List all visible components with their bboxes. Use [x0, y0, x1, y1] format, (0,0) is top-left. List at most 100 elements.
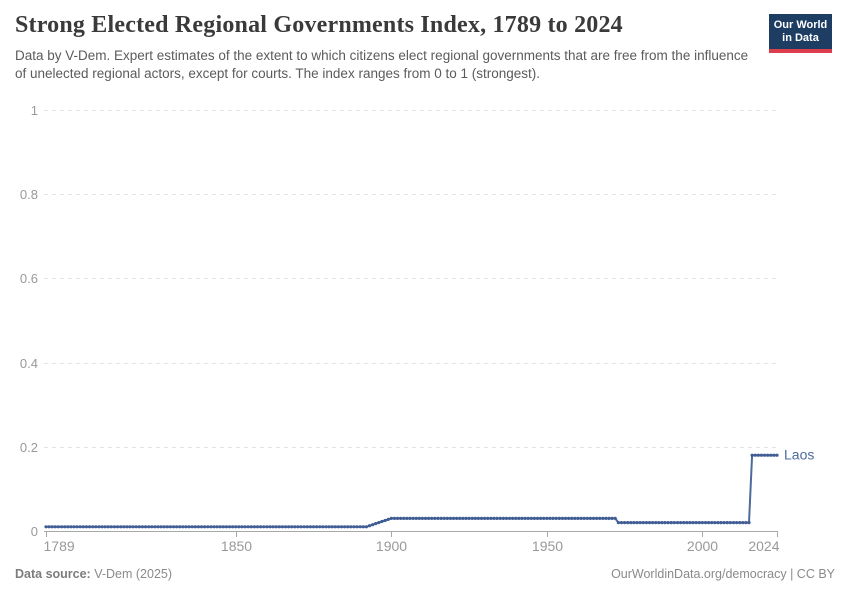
data-point: [703, 521, 708, 525]
data-point: [576, 516, 580, 521]
data-point: [666, 521, 670, 525]
data-point: [330, 525, 334, 529]
data-point: [283, 525, 288, 529]
data-point: [629, 521, 633, 525]
data-point: [336, 525, 340, 529]
data-point: [685, 521, 689, 525]
data-point: [50, 525, 54, 529]
data-point: [150, 525, 154, 529]
data-point: [44, 525, 48, 529]
data-point: [321, 525, 325, 529]
data-point: [570, 516, 574, 521]
data-point: [626, 521, 630, 525]
data-point: [361, 525, 365, 529]
data-point: [339, 525, 344, 529]
data-point: [716, 521, 720, 525]
data-source-value: V-Dem (2025): [90, 567, 173, 581]
data-point: [679, 521, 683, 525]
data-point: [162, 525, 166, 529]
data-point: [738, 521, 742, 525]
data-point: [128, 525, 132, 529]
x-axis-tick-label: 2000: [687, 538, 718, 554]
data-point: [545, 516, 549, 521]
chart-header: Strong Elected Regional Governments Inde…: [15, 10, 755, 83]
data-point: [532, 516, 537, 521]
data-point: [333, 525, 337, 529]
data-point: [165, 525, 169, 529]
data-point: [190, 525, 194, 529]
data-point: [271, 525, 275, 529]
y-axis-tick-label: 0.8: [20, 187, 38, 202]
owid-logo-line1: Our World: [773, 19, 828, 31]
data-point: [408, 516, 412, 521]
data-point: [417, 516, 421, 521]
data-point: [476, 516, 480, 521]
data-point: [243, 525, 247, 529]
data-point: [252, 525, 256, 529]
data-point: [523, 516, 527, 521]
data-point: [302, 525, 306, 529]
data-point: [651, 521, 655, 525]
data-point: [352, 525, 356, 529]
data-point: [209, 525, 213, 529]
data-point: [775, 453, 779, 457]
data-point: [731, 521, 736, 525]
data-point: [395, 516, 400, 521]
data-point: [81, 525, 85, 529]
data-point: [616, 521, 621, 525]
data-point: [106, 525, 110, 529]
data-point: [498, 516, 502, 521]
data-point: [763, 453, 767, 457]
data-point: [56, 525, 61, 529]
credit-link[interactable]: OurWorldinData.org/democracy | CC BY: [611, 567, 835, 581]
data-point: [507, 516, 512, 521]
owid-logo[interactable]: Our World in Data: [769, 14, 832, 53]
y-axis-tick-label: 0.6: [20, 271, 38, 286]
data-point: [140, 525, 144, 529]
data-point: [638, 521, 642, 525]
data-point: [290, 525, 294, 529]
data-point: [305, 525, 309, 529]
data-point: [420, 516, 424, 521]
data-point: [78, 525, 82, 529]
data-point: [221, 525, 225, 529]
data-point: [451, 516, 456, 521]
x-axis-tick-label: 1900: [376, 538, 407, 554]
data-point: [193, 525, 197, 529]
data-point: [529, 516, 533, 521]
data-point: [405, 516, 409, 521]
data-point: [455, 516, 459, 521]
data-point: [60, 525, 64, 529]
data-line-laos[interactable]: [46, 454, 777, 528]
data-point: [262, 525, 266, 529]
data-point: [595, 516, 599, 521]
data-point: [647, 521, 652, 525]
data-point: [389, 516, 393, 521]
data-point: [184, 525, 188, 529]
data-point: [423, 516, 428, 521]
data-point: [669, 521, 673, 525]
data-point: [119, 525, 123, 529]
data-point: [346, 525, 350, 529]
data-point: [436, 516, 440, 521]
data-point: [610, 516, 614, 521]
data-point: [613, 516, 617, 521]
data-point: [268, 525, 272, 529]
data-point: [461, 516, 465, 521]
data-point: [427, 516, 431, 521]
data-point: [657, 521, 661, 525]
data-point: [660, 521, 664, 525]
data-point: [171, 525, 176, 529]
data-point: [131, 525, 135, 529]
data-point: [473, 516, 477, 521]
data-point: [672, 521, 676, 525]
data-point: [392, 516, 396, 521]
data-point: [448, 516, 452, 521]
data-point: [772, 453, 776, 457]
data-point: [240, 525, 244, 529]
entity-label-laos[interactable]: Laos: [784, 447, 814, 463]
data-point: [526, 516, 530, 521]
data-point: [109, 525, 113, 529]
data-point: [97, 525, 101, 529]
